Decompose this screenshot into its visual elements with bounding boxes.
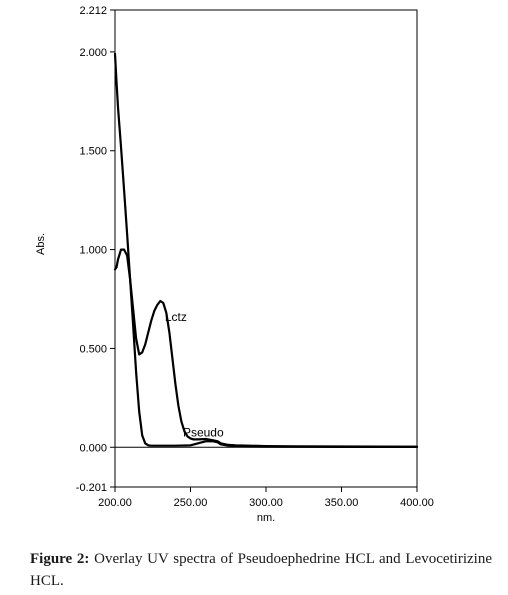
y-tick-label: 1.500 [79, 146, 107, 158]
series-line-lctz [113, 248, 419, 448]
plot-frame [114, 9, 418, 488]
series-layer: Lctz Pseudo [113, 52, 419, 448]
y-tick-label: 1.000 [79, 245, 107, 257]
series-label-lctz: Lctz [165, 310, 187, 324]
x-tick-label: 400.00 [400, 497, 434, 509]
series-line-pseudo [113, 52, 419, 448]
figure-label: Figure 2: [30, 551, 90, 567]
y-tick-label: 0.000 [79, 442, 107, 454]
y-axis: 2.212 2.000 1.500 1.000 0.500 0.000 -0.201 [76, 5, 115, 494]
y-axis-title: Abs. [35, 233, 47, 255]
x-tick-label: 250.00 [174, 497, 208, 509]
y-tick-label: 2.000 [79, 47, 107, 59]
y-tick-label: 0.500 [79, 343, 107, 355]
figure-caption: Figure 2: Overlay UV spectra of Pseudoep… [30, 548, 492, 592]
figure-caption-text: Overlay UV spectra of Pseudoephedrine HC… [30, 551, 492, 589]
y-tick-label: -0.201 [76, 482, 107, 494]
x-tick-label: 350.00 [325, 497, 359, 509]
y-tick-label: 2.212 [79, 5, 107, 17]
series-label-pseudo: Pseudo [183, 425, 224, 439]
x-tick-label: 300.00 [249, 497, 283, 509]
uv-spectra-chart: 2.212 2.000 1.500 1.000 0.500 0.000 -0.201 200… [35, 5, 434, 524]
x-axis-title: nm. [257, 512, 275, 524]
x-tick-label: 200.00 [98, 497, 132, 509]
x-axis: 200.00 250.00 300.00 350.00 400.00 [98, 487, 434, 509]
